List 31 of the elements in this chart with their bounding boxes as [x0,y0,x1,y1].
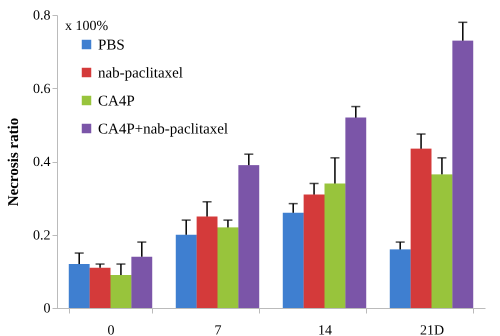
legend-label: nab-paclitaxel [98,66,183,82]
y-tick-label: 0.2 [33,228,50,244]
x-tick-label: 0 [108,324,114,336]
y-tick-label: 0.6 [33,82,50,97]
legend-label: PBS [98,38,125,54]
bar [90,268,110,308]
bar [131,256,152,308]
bar [345,118,366,308]
bar [196,216,218,308]
y-tick-label: 0.4 [33,155,50,170]
bar [68,264,90,308]
bar [410,148,432,308]
bar [452,40,474,308]
y-axis-title: Necrosis ratio [6,118,22,206]
bar [304,194,324,308]
bar [110,275,132,308]
bar [238,165,260,308]
bar [324,183,346,308]
legend-label: CA4P+nab-paclitaxel [98,122,228,138]
bar [432,174,452,308]
annotation: x 100% [65,19,108,34]
x-tick-label: 21D [420,324,444,336]
bar [282,212,304,308]
y-tick-label: 0 [44,302,50,316]
x-tick-label: 7 [214,324,222,336]
y-tick-label: 0.8 [33,8,50,24]
legend-label: CA4P [98,94,135,110]
x-tick-label: 14 [318,324,332,336]
bar [390,249,411,308]
bar [218,227,238,308]
bar [176,234,197,308]
